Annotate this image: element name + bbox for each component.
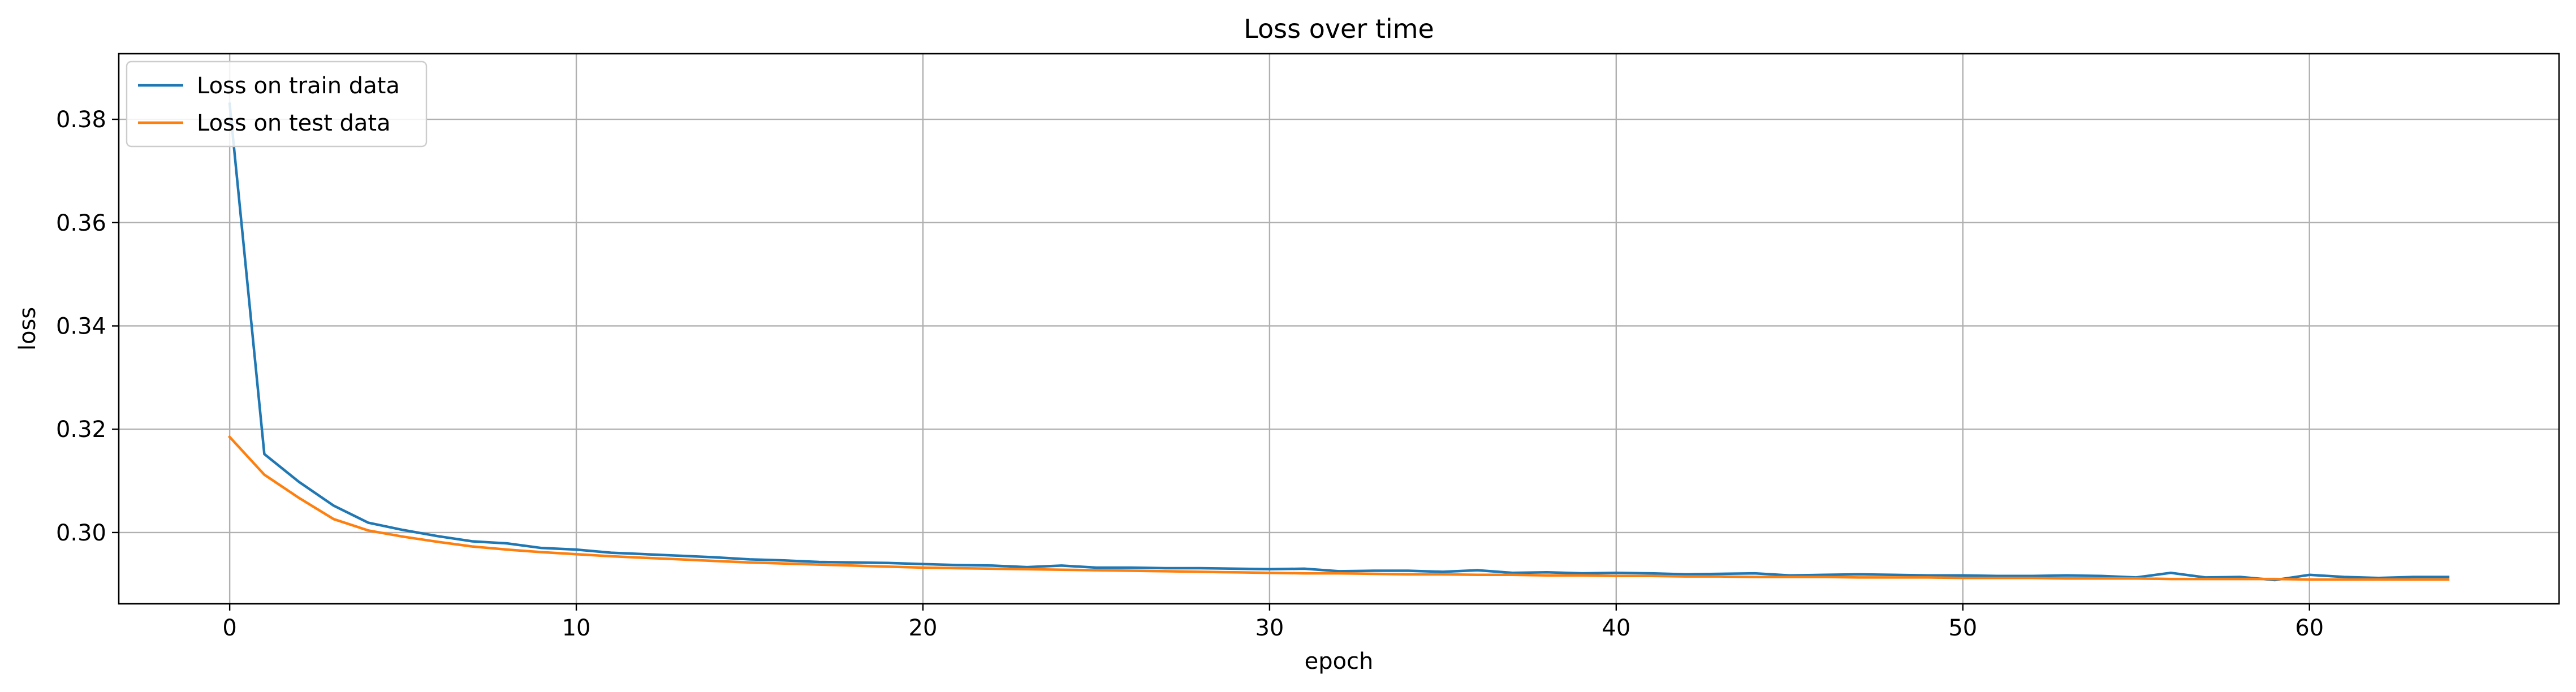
x-tick-label: 0: [222, 615, 236, 641]
legend: Loss on train data Loss on test data: [126, 60, 428, 148]
legend-entry-label: Loss on test data: [197, 110, 391, 136]
y-tick-label: 0.34: [56, 313, 106, 339]
y-tick-label: 0.36: [56, 210, 106, 236]
series-line: [227, 435, 2450, 581]
chart-title: Loss over time: [1244, 14, 1434, 44]
y-tick-label: 0.32: [56, 417, 106, 443]
series-line: [228, 102, 2450, 582]
y-tick-label: 0.30: [56, 520, 106, 546]
x-axis-label: epoch: [1305, 648, 1374, 674]
grid: [119, 54, 2559, 604]
y-axis-label: loss: [15, 307, 41, 351]
x-tick-label: 20: [909, 615, 938, 641]
x-tick-label: 50: [1948, 615, 1977, 641]
series-layer: [227, 102, 2450, 582]
axes-frame: [118, 53, 2560, 605]
x-tick-label: 30: [1255, 615, 1284, 641]
legend-box: [126, 60, 428, 148]
y-tick-label: 0.38: [56, 107, 106, 133]
x-tick-label: 40: [1602, 615, 1630, 641]
x-tick-label: 10: [562, 615, 591, 641]
tick-layer: 0 10 20 30 40 50 60 0.30 0.32 0.34 0.36 0.38: [56, 107, 2324, 641]
x-tick-label: 60: [2295, 615, 2324, 641]
legend-entry-label: Loss on train data: [197, 73, 400, 99]
